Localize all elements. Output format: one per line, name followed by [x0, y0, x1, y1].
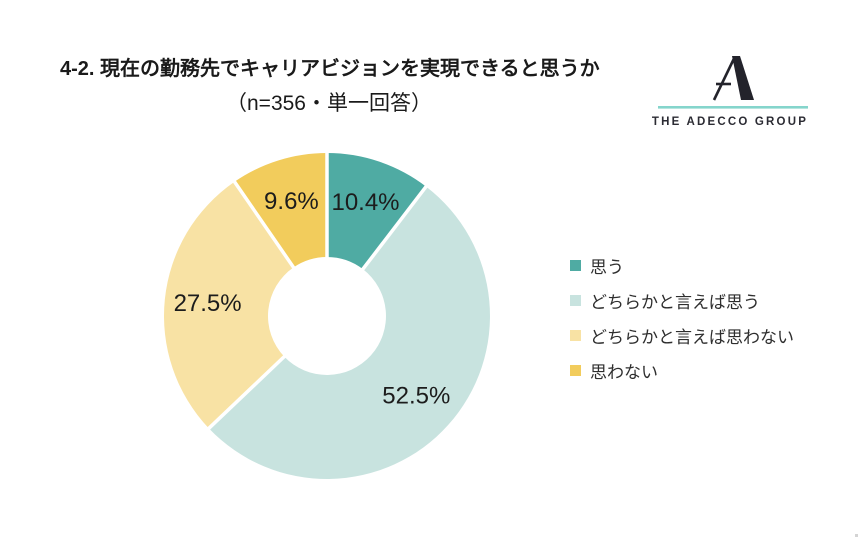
- chart-legend: 思うどちらかと言えば思うどちらかと言えば思わない 思わない: [570, 248, 794, 388]
- adecco-logo: THE ADECCO GROUP: [650, 45, 810, 128]
- legend-swatch-4: [570, 365, 581, 376]
- legend-item-2: どちらかと言えば思う: [570, 283, 794, 318]
- logo-underline: [658, 106, 808, 109]
- legend-swatch-3: [570, 330, 581, 341]
- donut-segment-1: [327, 153, 427, 270]
- chart-subtitle: （n=356・単一回答）: [226, 92, 432, 115]
- donut-segments: [163, 153, 490, 479]
- segment-labels: 10.4% 52.5% 27.5% 9.6%: [174, 188, 451, 410]
- donut-segment-3: [163, 181, 294, 429]
- segment-label-3: 27.5%: [174, 290, 242, 317]
- legend-swatch-2: [570, 295, 581, 306]
- legend-label-2: どちらかと言えば思う: [590, 293, 760, 312]
- segment-label-2: 52.5%: [382, 383, 450, 410]
- adecco-a-mark-icon: [658, 56, 808, 109]
- corner-speck: [855, 534, 858, 537]
- title-block: 4-2. 現在の勤務先でキャリアビジョンを実現できると思うか （n=356・単一…: [60, 52, 600, 117]
- brand-name: THE ADECCO GROUP: [651, 116, 809, 128]
- legend-label-1: 思う: [590, 258, 624, 277]
- segment-label-1: 10.4%: [331, 189, 399, 216]
- legend-label-3: どちらかと言えば思わない: [590, 328, 794, 347]
- legend-item-3: どちらかと言えば思わない: [570, 318, 794, 353]
- segment-separator-2: [360, 183, 429, 272]
- segment-separator-4: [231, 179, 297, 271]
- legend-item-4: 思わない: [570, 353, 794, 388]
- segment-separator-3: [206, 354, 287, 431]
- segment-label-4: 9.6%: [264, 188, 319, 215]
- donut-segment-4: [234, 153, 327, 268]
- donut-segment-2: [208, 186, 490, 479]
- page-title: 4-2. 現在の勤務先でキャリアビジョンを実現できると思うか: [60, 58, 600, 80]
- legend-swatch-1: [570, 260, 581, 271]
- segment-separators: [206, 151, 429, 431]
- legend-item-1: 思う: [570, 248, 794, 283]
- legend-label-4: 思わない: [590, 363, 658, 382]
